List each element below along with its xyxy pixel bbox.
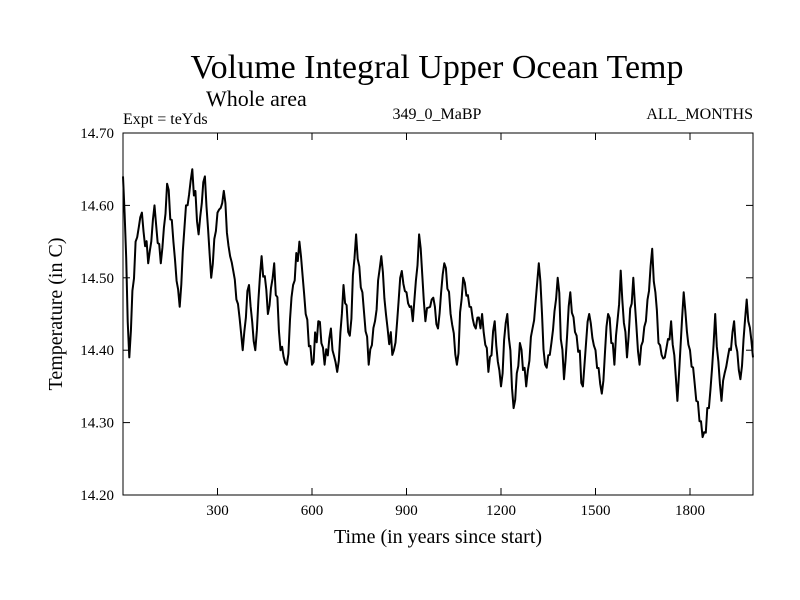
- run-label: 349_0_MaBP: [393, 106, 482, 123]
- y-axis-ticks: 14.20 14.30 14.40 14.50 14.60 14.70: [80, 126, 753, 504]
- y-tick-label: 14.70: [80, 126, 114, 142]
- chart-subtitle: Whole area: [206, 86, 307, 111]
- series-line-temperature: [122, 168, 754, 439]
- x-tick-label: 600: [301, 503, 324, 519]
- x-axis-ticks: 300 600 900 1200 1500 1800: [206, 133, 705, 519]
- x-axis-label: Time (in years since start): [334, 526, 542, 548]
- y-tick-label: 14.60: [80, 198, 114, 214]
- y-tick-label: 14.30: [80, 416, 114, 432]
- y-tick-label: 14.40: [80, 343, 114, 359]
- x-tick-label: 300: [206, 503, 229, 519]
- y-axis-label: Temperature (in C): [45, 238, 67, 391]
- chart-title: Volume Integral Upper Ocean Temp: [191, 49, 684, 86]
- y-tick-label: 14.20: [80, 488, 114, 504]
- x-tick-label: 1800: [675, 503, 705, 519]
- y-tick-label: 14.50: [80, 271, 114, 287]
- months-label: ALL_MONTHS: [646, 106, 753, 123]
- experiment-label: Expt = teYds: [123, 111, 208, 128]
- x-tick-label: 1500: [581, 503, 611, 519]
- plot-frame: [122, 132, 754, 496]
- x-tick-label: 1200: [486, 503, 516, 519]
- x-tick-label: 900: [395, 503, 418, 519]
